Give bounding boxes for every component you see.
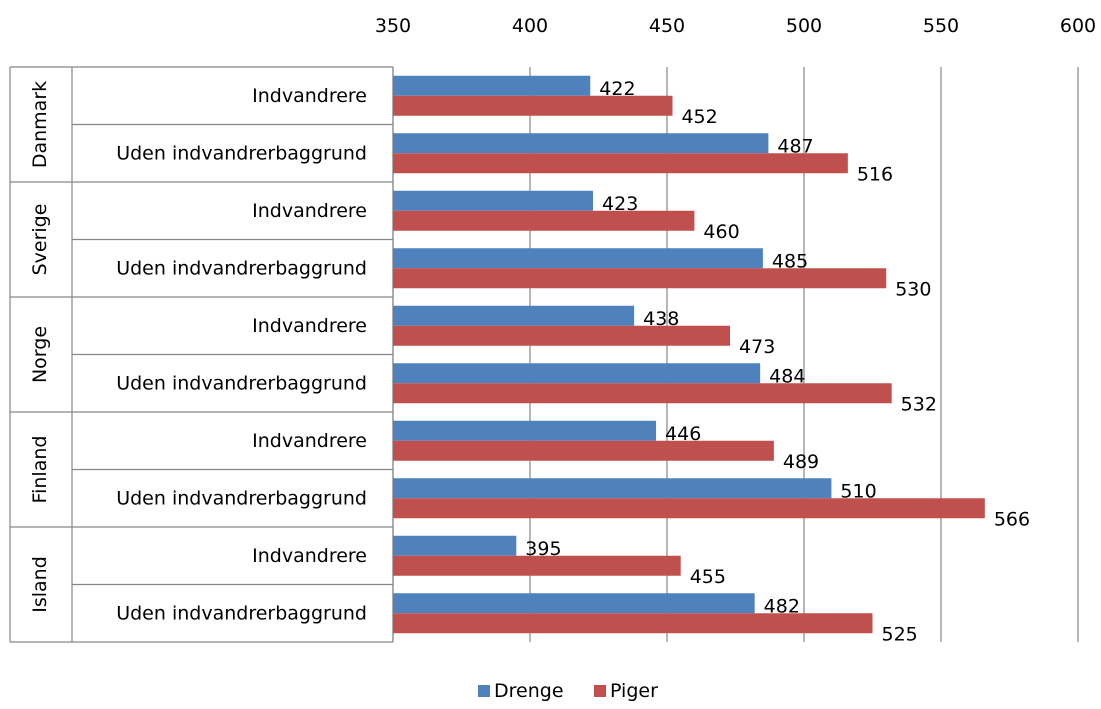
bar-piger <box>393 440 774 461</box>
data-label: 510 <box>840 480 876 502</box>
data-label: 395 <box>525 538 561 560</box>
data-label: 516 <box>857 163 893 185</box>
bar-piger <box>393 210 695 231</box>
legend-label: Drenge <box>494 680 564 702</box>
group-label: Danmark <box>29 81 51 168</box>
data-label: 530 <box>895 278 931 300</box>
category-label: Indvandrere <box>252 430 367 452</box>
data-label: 487 <box>777 135 813 157</box>
data-label: 455 <box>690 566 726 588</box>
bar-drenge <box>393 478 832 499</box>
data-label: 485 <box>772 250 808 272</box>
legend-swatch-drenge <box>478 685 490 697</box>
data-label: 532 <box>901 393 937 415</box>
data-label: 484 <box>769 365 805 387</box>
data-label: 525 <box>882 623 918 645</box>
group-label: Sverige <box>29 204 51 276</box>
data-label: 438 <box>643 308 679 330</box>
bar-drenge <box>393 420 657 441</box>
category-label: Indvandrere <box>252 315 367 337</box>
data-labels: 422 452 487 516 423 460 485 530 438 473 484 532 446 4… <box>525 78 1030 646</box>
bar-drenge <box>393 305 635 326</box>
bars <box>393 75 985 634</box>
category-label: Uden indvandrerbaggrund <box>116 372 367 394</box>
bar-piger <box>393 95 673 116</box>
data-label: 423 <box>602 193 638 215</box>
bar-drenge <box>393 593 755 614</box>
data-label: 566 <box>994 508 1030 530</box>
category-labels: Indvandrere Uden indvandrerbaggrund Indvan… <box>116 85 367 625</box>
x-tick-label: 350 <box>375 15 411 37</box>
group-labels: Danmark Sverige Norge Finland Island <box>29 81 51 613</box>
bar-drenge <box>393 363 761 384</box>
category-label: Indvandrere <box>252 85 367 107</box>
bar-drenge <box>393 535 517 556</box>
legend-label: Piger <box>610 680 658 702</box>
bar-piger <box>393 383 892 404</box>
x-tick-label: 550 <box>923 15 959 37</box>
data-label: 446 <box>665 423 701 445</box>
bar-drenge <box>393 75 591 96</box>
bar-piger <box>393 325 731 346</box>
data-label: 482 <box>764 595 800 617</box>
bar-drenge <box>393 190 594 211</box>
data-label: 489 <box>783 451 819 473</box>
category-label: Uden indvandrerbaggrund <box>116 257 367 279</box>
category-label: Uden indvandrerbaggrund <box>116 142 367 164</box>
bar-piger <box>393 268 887 289</box>
category-label: Uden indvandrerbaggrund <box>116 602 367 624</box>
legend-swatch-piger <box>594 685 606 697</box>
category-label: Indvandrere <box>252 545 367 567</box>
bar-drenge <box>393 248 763 269</box>
x-tick-label: 500 <box>786 15 822 37</box>
x-tick-label: 450 <box>649 15 685 37</box>
group-label: Island <box>29 556 51 613</box>
bar-drenge <box>393 133 769 154</box>
legend: Drenge Piger <box>478 680 658 702</box>
group-label: Finland <box>29 436 51 504</box>
group-label: Norge <box>29 326 51 383</box>
data-label: 460 <box>703 221 739 243</box>
bar-piger <box>393 498 985 519</box>
data-label: 452 <box>681 106 717 128</box>
bar-piger <box>393 153 848 174</box>
category-label: Indvandrere <box>252 200 367 222</box>
category-axis-frame <box>9 66 394 643</box>
data-label: 473 <box>739 336 775 358</box>
bar-piger <box>393 555 681 576</box>
x-tick-label: 600 <box>1060 15 1096 37</box>
data-label: 422 <box>599 78 635 100</box>
x-tick-label: 400 <box>512 15 548 37</box>
category-label: Uden indvandrerbaggrund <box>116 487 367 509</box>
x-axis-tick-labels: 350 400 450 500 550 600 <box>375 15 1096 37</box>
bar-piger <box>393 613 873 634</box>
